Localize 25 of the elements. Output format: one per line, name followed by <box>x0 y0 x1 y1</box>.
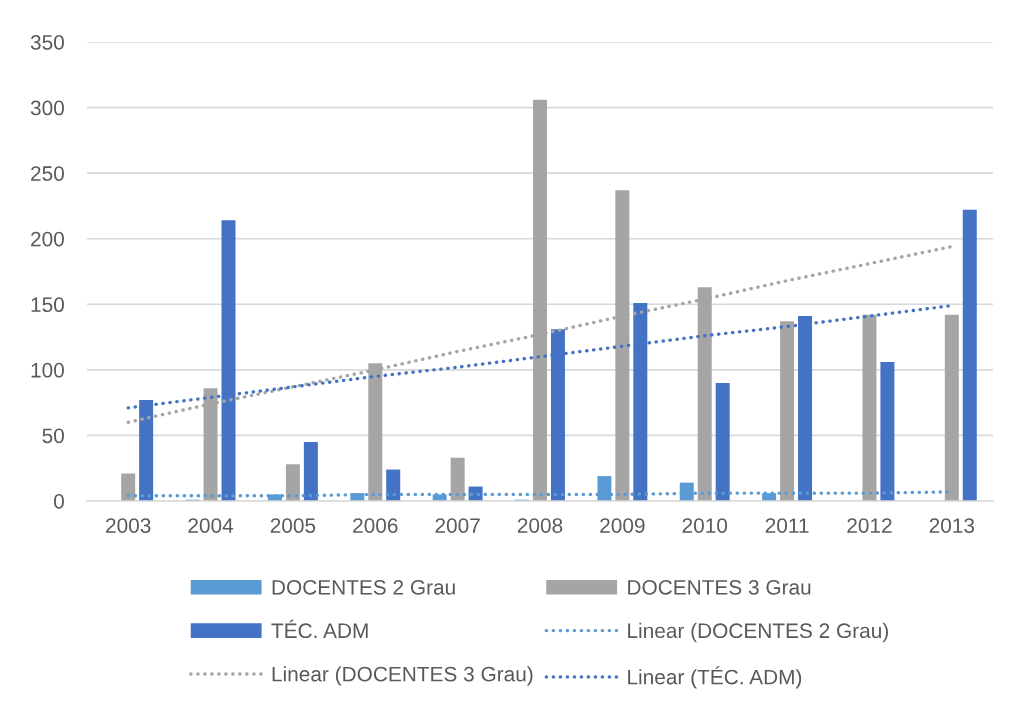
legend-label: DOCENTES 3 Grau <box>628 579 811 595</box>
y-tick-label: 200 <box>31 231 64 247</box>
y-tick-label: 0 <box>54 494 64 509</box>
x-tick-label: 2006 <box>353 518 398 533</box>
x-tick-label: 2010 <box>682 518 728 533</box>
legend-label: DOCENTES 2 Grau <box>272 579 455 595</box>
x-tick-label: 2009 <box>600 518 645 533</box>
y-tick-label: 100 <box>31 362 64 378</box>
x-tick-label: 2004 <box>188 518 234 533</box>
y-tick-label: 50 <box>42 428 64 444</box>
x-tick-label: 2011 <box>765 518 809 533</box>
legend-label: Linear (TÉC. ADM) <box>628 666 802 689</box>
x-tick-label: 2013 <box>929 518 975 533</box>
y-tick-label: 350 <box>30 35 64 50</box>
legend-label: Linear (DOCENTES 3 Grau) <box>272 666 533 686</box>
y-tick-label: 150 <box>31 297 64 313</box>
x-tick-label: 2008 <box>517 518 563 533</box>
x-tick-label: 2007 <box>435 518 480 533</box>
y-tick-label: 250 <box>31 166 64 181</box>
x-tick-label: 2012 <box>847 518 892 533</box>
x-tick-label: 2003 <box>106 518 151 533</box>
legend-label: Linear (DOCENTES 2 Grau) <box>628 622 888 643</box>
x-tick-label: 2005 <box>270 518 316 533</box>
y-tick-label: 300 <box>30 100 64 116</box>
legend-label: TÉC. ADM <box>271 619 368 639</box>
